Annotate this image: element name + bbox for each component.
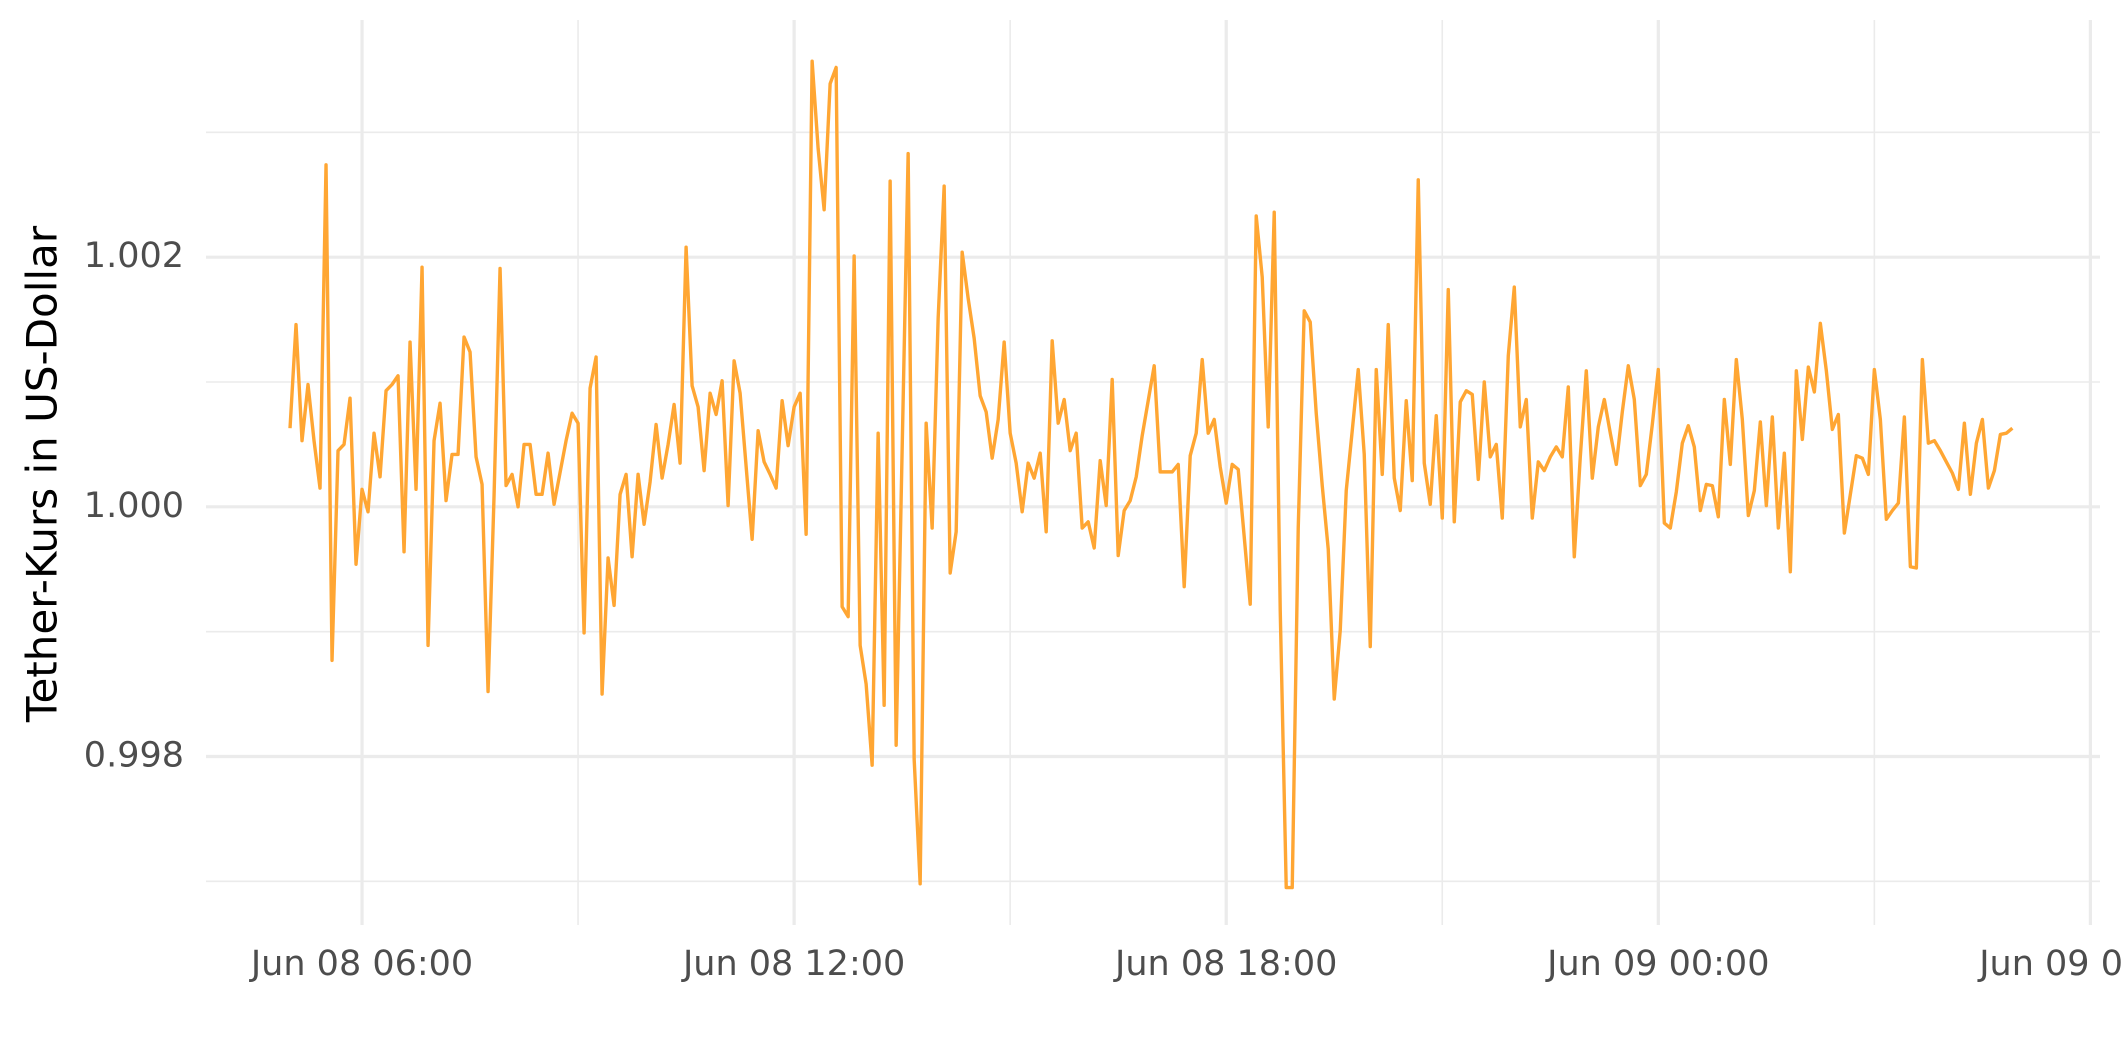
y-tick-label: 1.002: [84, 236, 184, 276]
y-axis-title: Tether-Kurs in US-Dollar: [18, 225, 67, 723]
x-tick-label: Jun 09 06:00: [1977, 944, 2125, 984]
y-tick-label: 1.000: [84, 486, 184, 526]
x-tick-label: Jun 08 12:00: [681, 944, 905, 984]
x-tick-label: Jun 08 06:00: [249, 944, 473, 984]
y-tick-label: 0.998: [84, 735, 184, 775]
x-tick-label: Jun 08 18:00: [1113, 944, 1337, 984]
x-tick-label: Jun 09 00:00: [1545, 944, 1769, 984]
price-line: [288, 59, 2014, 890]
